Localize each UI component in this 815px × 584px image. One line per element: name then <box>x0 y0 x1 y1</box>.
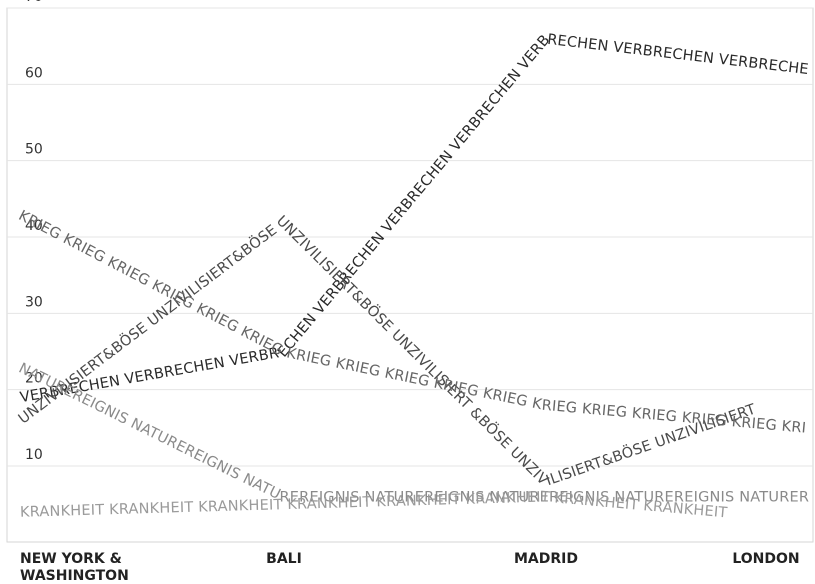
x-tick-label: MADRID <box>514 551 578 567</box>
x-tick-label: NEW YORK & <box>20 551 122 567</box>
y-tick-label: 30 <box>25 294 43 310</box>
y-tick-label: 40 <box>25 218 43 234</box>
series-lines: VERBRECHEN VERBRECHEN VERBRECHEN VERBREC… <box>0 0 809 521</box>
y-tick-label: 50 <box>25 142 43 158</box>
y-axis-ticks: 10 20 30 40 50 60 70 <box>25 0 43 463</box>
y-tick-label: 70 <box>25 0 43 5</box>
y-tick-label: 60 <box>25 65 43 81</box>
x-tick-label: WASHINGTON <box>20 568 129 584</box>
y-tick-label: 10 <box>25 447 43 463</box>
x-tick-label: BALI <box>266 551 302 567</box>
y-tick-label: 20 <box>25 371 43 387</box>
series-line <box>20 214 808 428</box>
x-tick-label: LONDON <box>732 551 799 567</box>
gridlines <box>7 7 813 467</box>
x-axis-ticks: NEW YORK &WASHINGTON BALI MADRID LONDON <box>20 551 800 584</box>
series-text-line: UNZIVILISIERT&BÖSE UNZIVILISIERT&BÖSE UN… <box>16 213 758 489</box>
